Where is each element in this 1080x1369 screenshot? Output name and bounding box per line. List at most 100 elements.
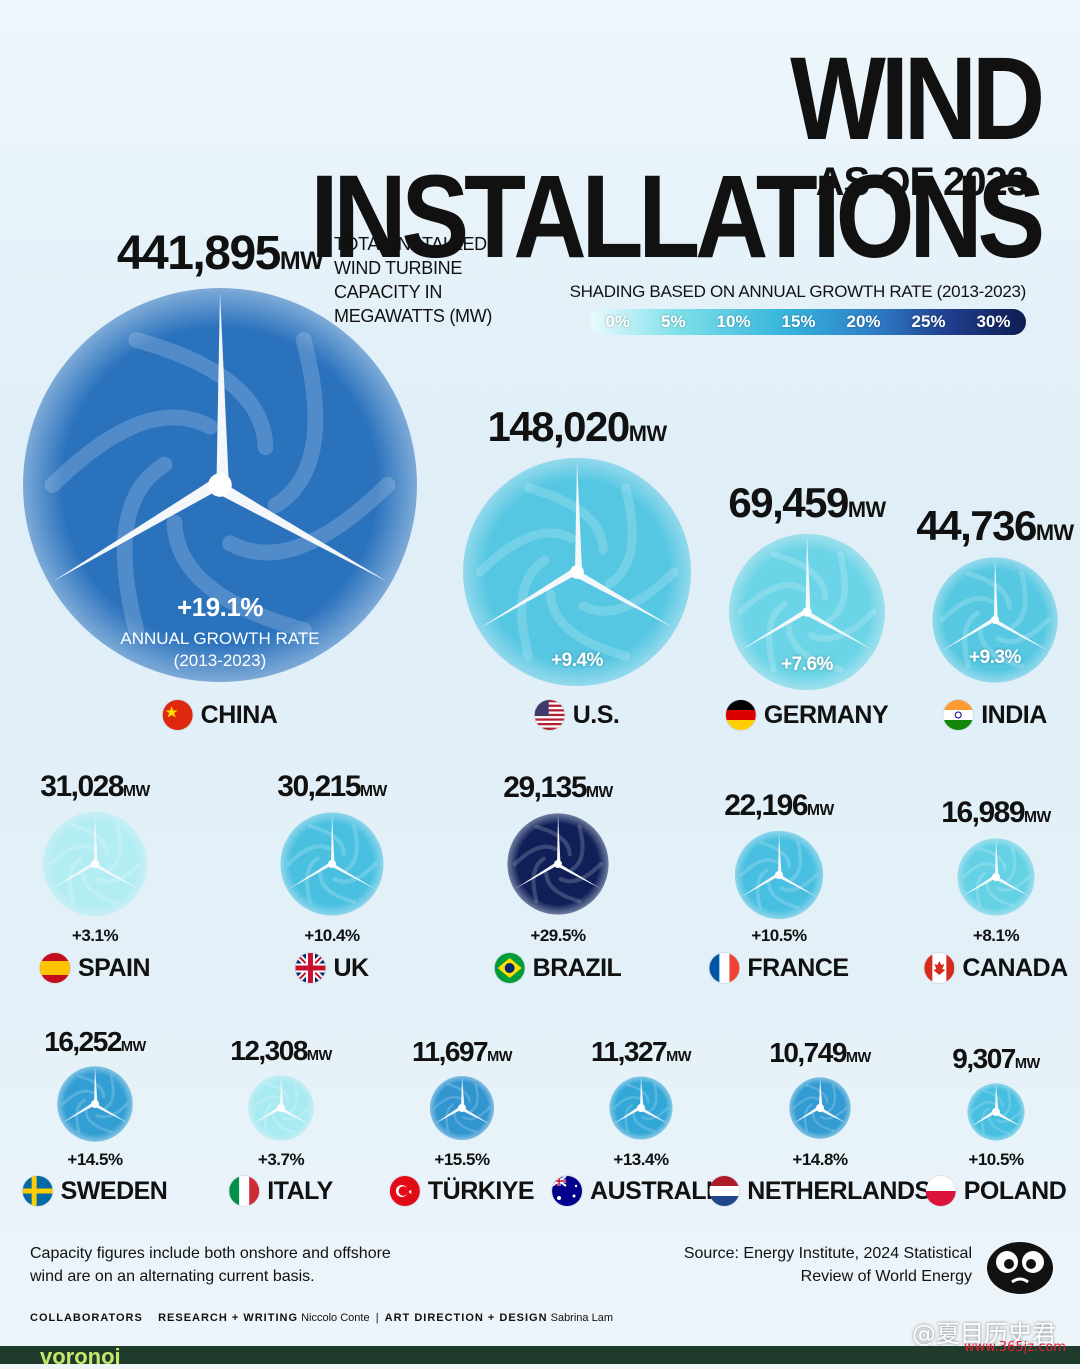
swirl-mark — [166, 514, 312, 638]
turbine-blade — [460, 1107, 490, 1124]
capacity-value: 22,196 — [724, 788, 808, 822]
swirl-mark — [267, 332, 324, 514]
swirl-mark — [512, 844, 558, 867]
swirl-mark — [789, 840, 803, 882]
credits: COLLABORATORS RESEARCH + WRITING Niccolo… — [30, 1312, 613, 1324]
color-legend: 0% 5% 10% 15% 20% 25% 30% — [590, 309, 1026, 335]
swirl-mark — [453, 1112, 477, 1133]
legend-title: SHADING BASED ON ANNUAL GROWTH RATE (201… — [569, 282, 1027, 301]
swirl-mark — [95, 1102, 129, 1119]
turbine-hub — [458, 1104, 466, 1112]
design-label: ART DIRECTION + DESIGN — [384, 1312, 548, 1324]
capacity-value: 30,215 — [277, 770, 361, 804]
capacity-label: 31,028MW — [40, 771, 150, 802]
turbine-blade — [253, 1105, 282, 1125]
swirl-mark — [978, 847, 1007, 872]
capacity-value: 16,989 — [941, 796, 1025, 830]
legend-stop: 15% — [781, 312, 816, 331]
swirl-mark — [1010, 571, 1028, 630]
publisher-logo-icon — [987, 1242, 1053, 1294]
flag-icon — [39, 953, 70, 983]
capacity-label: 69,459MW — [728, 478, 886, 526]
collaborators-label: COLLABORATORS — [30, 1312, 143, 1324]
capacity-unit: MW — [1035, 520, 1074, 546]
flag-icon — [725, 700, 756, 730]
country-name: POLAND — [963, 1176, 1067, 1205]
turbine-blade — [461, 1076, 465, 1108]
swirl-mark — [67, 856, 83, 905]
swirl-mark — [604, 483, 637, 589]
bubble-spain — [42, 811, 148, 917]
turbine-blade — [93, 863, 140, 890]
capacity-label: 44,736MW — [916, 502, 1074, 550]
growth-note-line: (2013-2023) — [173, 651, 267, 670]
bubble-canada — [957, 838, 1035, 916]
capacity-value: 10,749 — [769, 1037, 847, 1069]
swirl-mark — [433, 1095, 462, 1110]
swirl-mark — [104, 1074, 115, 1110]
swirl-mark — [1002, 1089, 1011, 1117]
turbine-blade — [793, 1105, 821, 1124]
turbine-blade — [995, 1083, 999, 1112]
swirl-mark — [825, 551, 848, 624]
swirl-mark — [612, 1095, 641, 1110]
flag-icon — [534, 700, 565, 730]
swirl-mark — [544, 871, 582, 904]
country-label: BRAZIL — [494, 953, 622, 983]
flag-icon — [22, 1176, 53, 1206]
swirl-mark — [632, 1112, 656, 1133]
capacity-unit: MW — [628, 420, 667, 446]
bubble-usa — [462, 457, 692, 687]
growth-label: +14.8% — [792, 1150, 848, 1169]
swirl-mark — [80, 871, 120, 905]
turbine-blade — [94, 1066, 98, 1104]
turbine-blade — [216, 291, 229, 485]
growth-label: +15.5% — [434, 1150, 490, 1169]
swirl-mark — [965, 571, 1012, 611]
swirl-mark — [739, 858, 779, 877]
swirl-mark — [447, 1083, 471, 1104]
legend-stop: 5% — [661, 312, 686, 331]
capacity-unit: MW — [847, 496, 886, 522]
turbine-blade — [480, 567, 579, 628]
capacity-value: 148,020 — [487, 402, 630, 450]
legend-stop: 30% — [976, 312, 1011, 331]
swirl-mark — [517, 555, 550, 661]
turbine-blade — [805, 535, 811, 612]
swirl-mark — [939, 596, 995, 623]
country-label: POLAND — [925, 1176, 1067, 1206]
swirl-mark — [75, 1098, 86, 1134]
country-name: TÜRKIYE — [427, 1176, 535, 1205]
swirl-mark — [445, 1103, 455, 1133]
turbine-blade — [574, 460, 583, 572]
swirl-mark — [626, 1083, 650, 1104]
swirl-mark — [286, 844, 332, 867]
swirl-mark — [975, 871, 987, 907]
capacity-value: 69,459 — [728, 478, 849, 526]
turbine-hub — [91, 860, 99, 868]
turbine-blade — [515, 861, 559, 889]
country-label: INDIA — [943, 700, 1047, 730]
growth-label: +13.4% — [613, 1150, 669, 1169]
turbine-blade — [557, 814, 561, 864]
swirl-mark — [462, 1106, 491, 1121]
turbine-hub — [570, 565, 584, 579]
swirl-mark — [827, 1084, 837, 1113]
flag-icon — [709, 953, 740, 983]
capacity-label: 30,215MW — [277, 770, 387, 804]
chart-intro: TOTAL INSTALLED WIND TURBINE CAPACITY IN… — [334, 234, 493, 326]
turbine-blade — [818, 1107, 847, 1124]
swirl-mark — [107, 823, 123, 872]
country-name: U.S. — [572, 700, 620, 729]
swirl-mark — [84, 1109, 113, 1134]
growth-label: +3.1% — [71, 926, 119, 945]
swirl-mark — [469, 1083, 479, 1113]
flag-icon — [552, 1176, 583, 1206]
china-growth-note: ANNUAL GROWTH RATE (2013-2023) — [120, 628, 319, 672]
bubble-germany — [728, 533, 886, 691]
capacity-value: 44,736 — [916, 502, 1037, 550]
turbine-blade — [556, 863, 601, 889]
turbine-blade — [805, 610, 874, 651]
turbine-hub — [328, 860, 336, 868]
bubble-uk — [280, 812, 384, 916]
